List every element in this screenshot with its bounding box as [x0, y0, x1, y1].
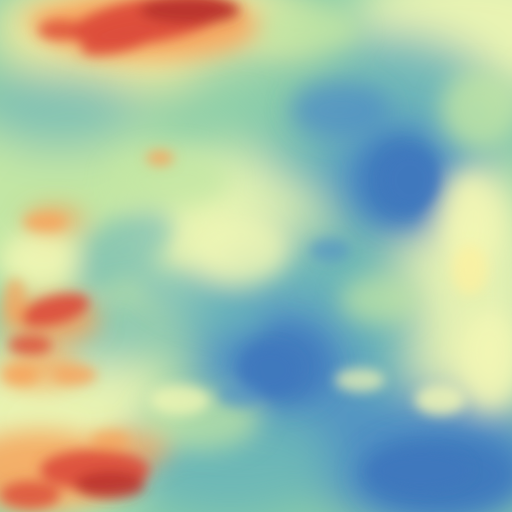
- fine-blob-21: [415, 385, 465, 415]
- fine-value-layer: [0, 0, 488, 509]
- mid-blob-12: [440, 70, 512, 150]
- fine-blob-1: [140, 0, 240, 24]
- fine-blob-20: [452, 245, 488, 295]
- fine-blob-19: [218, 383, 262, 407]
- mid-blob-5: [133, 266, 267, 334]
- mid-blob-6: [440, 170, 500, 270]
- fine-blob-6: [0, 481, 60, 509]
- fine-blob-7: [20, 293, 90, 327]
- mid-blob-3: [290, 80, 390, 140]
- mid-blob-4: [65, 210, 175, 290]
- fine-blob-15: [370, 450, 470, 490]
- mid-blob-7: [460, 310, 512, 410]
- fine-blob-2: [81, 24, 159, 56]
- fine-blob-3: [38, 20, 82, 40]
- fine-blob-11: [23, 213, 67, 231]
- fine-blob-18: [310, 238, 350, 262]
- mid-blob-9: [190, 215, 290, 285]
- mid-blob-10: [110, 150, 230, 210]
- broad-blob-13: [0, 70, 140, 150]
- fine-blob-22: [150, 385, 210, 415]
- mid-blob-8: [340, 275, 420, 325]
- mid-blob-11: [0, 230, 80, 290]
- fine-blob-16: [382, 150, 438, 210]
- fine-blob-17: [240, 345, 300, 395]
- fine-blob-8: [8, 335, 52, 355]
- fine-blob-12: [146, 150, 174, 166]
- fine-blob-9: [2, 365, 38, 385]
- fine-blob-5: [75, 471, 145, 499]
- fine-blob-14: [90, 431, 130, 449]
- mid-blob-14: [240, 5, 360, 55]
- fine-blob-13: [3, 278, 27, 322]
- fine-blob-23: [335, 368, 385, 392]
- fine-blob-10: [53, 365, 97, 385]
